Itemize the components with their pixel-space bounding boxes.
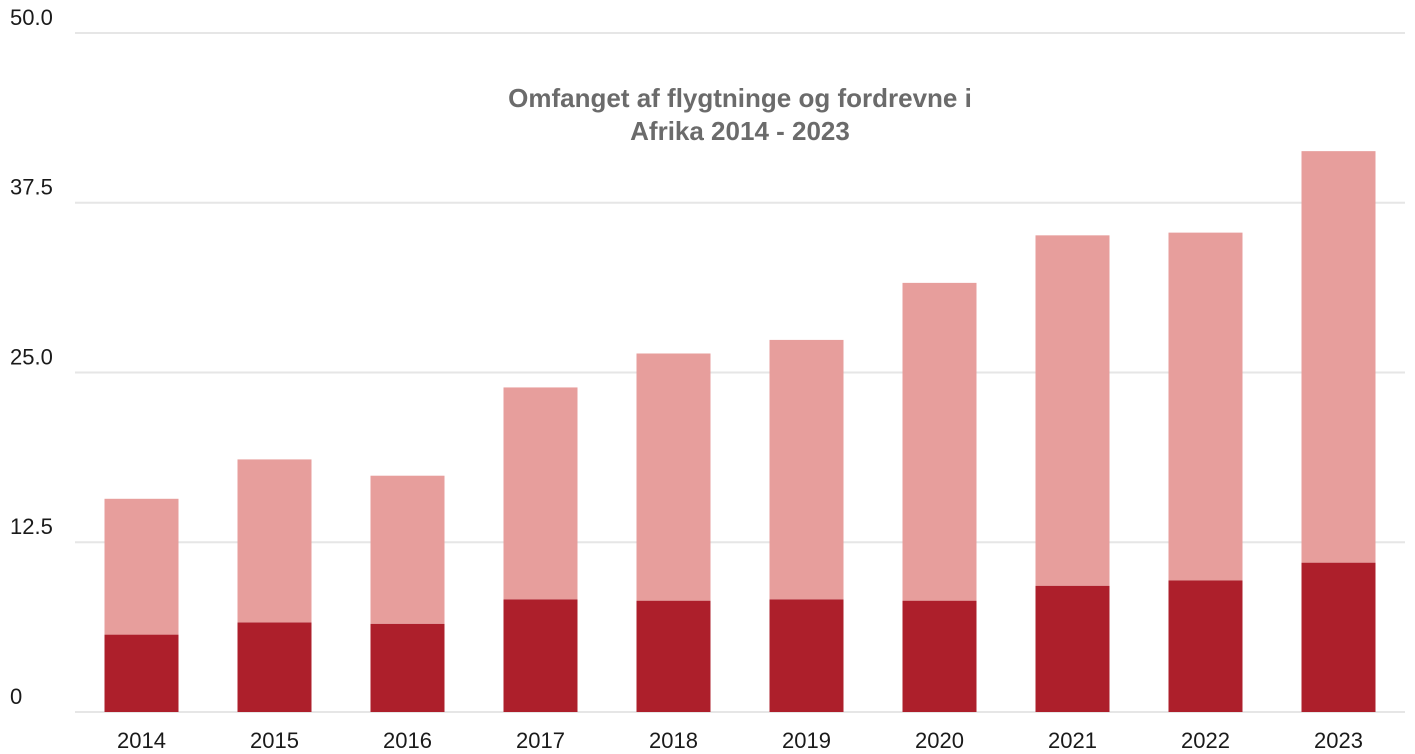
x-tick-label: 2017 xyxy=(516,728,565,753)
bar-segment xyxy=(1035,585,1110,712)
bar-segment xyxy=(1301,151,1376,563)
x-tick-label: 2015 xyxy=(250,728,299,753)
bar-segment xyxy=(1035,235,1110,586)
bar-segment xyxy=(237,622,312,712)
bar-segment xyxy=(769,599,844,712)
bar-segment xyxy=(902,282,977,601)
chart-title: Omfanget af flygtninge og fordrevne i xyxy=(508,83,972,113)
x-tick-label: 2023 xyxy=(1314,728,1363,753)
x-tick-label: 2016 xyxy=(383,728,432,753)
bar-segment xyxy=(636,353,711,601)
bar-segment xyxy=(237,459,312,623)
bar-segment xyxy=(769,339,844,600)
bar-segment xyxy=(1301,562,1376,712)
bar-segment xyxy=(636,600,711,712)
y-tick-label: 50.0 xyxy=(10,5,53,30)
bar-segment xyxy=(503,599,578,712)
x-tick-label: 2018 xyxy=(649,728,698,753)
y-tick-label: 25.0 xyxy=(10,344,53,369)
chart-title: Afrika 2014 - 2023 xyxy=(630,116,850,146)
bar-segment xyxy=(370,475,445,624)
bar-segment xyxy=(902,600,977,712)
x-tick-label: 2014 xyxy=(117,728,166,753)
y-tick-label: 37.5 xyxy=(10,175,53,200)
bar-segment xyxy=(1168,232,1243,581)
bar-segment xyxy=(370,623,445,712)
bar-segment xyxy=(104,498,179,635)
bar-segment xyxy=(104,634,179,712)
x-tick-label: 2019 xyxy=(782,728,831,753)
bar-segment xyxy=(1168,580,1243,712)
x-tick-label: 2021 xyxy=(1048,728,1097,753)
bar-segment xyxy=(503,387,578,600)
x-tick-label: 2020 xyxy=(915,728,964,753)
x-tick-label: 2022 xyxy=(1181,728,1230,753)
y-tick-label: 0 xyxy=(10,684,22,709)
y-tick-label: 12.5 xyxy=(10,514,53,539)
